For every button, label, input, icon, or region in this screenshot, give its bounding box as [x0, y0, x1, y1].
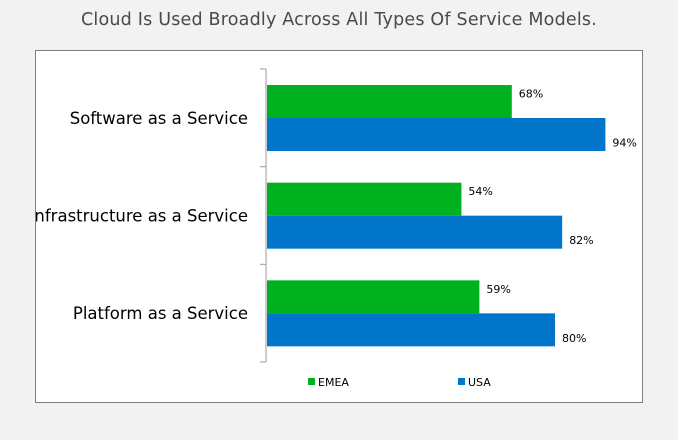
legend-swatch-usa	[458, 378, 465, 385]
bar-usa	[267, 118, 606, 151]
data-label: 54%	[468, 185, 492, 198]
data-label: 80%	[562, 332, 586, 345]
bar-usa	[267, 215, 563, 249]
bar-emea	[267, 182, 462, 216]
category-label: Infrastructure as a Service	[36, 207, 248, 226]
legend-label-usa: USA	[468, 376, 491, 389]
data-label: 59%	[486, 283, 510, 296]
bar-chart: Software as a Service 68% 94% Infrastructur…	[36, 68, 637, 389]
bar-emea	[267, 85, 512, 118]
category-label: Software as a Service	[70, 109, 248, 128]
bar-emea	[267, 280, 480, 314]
chart-frame: Software as a Service 68% 94% Infrastructur…	[35, 50, 643, 403]
bar-usa	[267, 313, 555, 347]
data-label: 82%	[569, 234, 593, 247]
legend-swatch-emea	[308, 378, 315, 385]
legend-label-emea: EMEA	[318, 376, 349, 389]
data-label: 94%	[612, 137, 636, 150]
category-label: Platform as a Service	[73, 304, 248, 323]
page-title: Cloud Is Used Broadly Across All Types O…	[81, 10, 597, 30]
data-label: 68%	[519, 88, 543, 101]
